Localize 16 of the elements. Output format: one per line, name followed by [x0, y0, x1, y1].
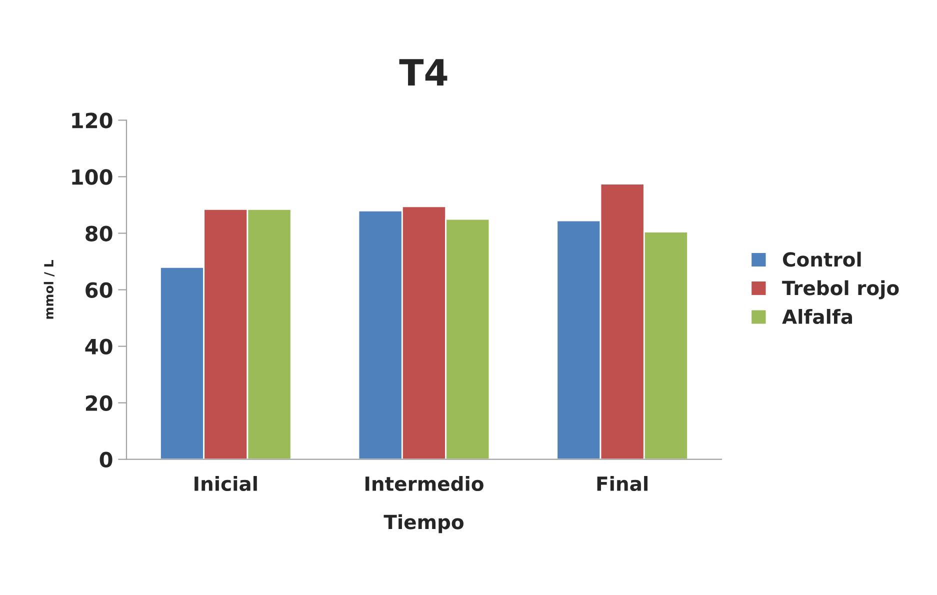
legend-label: Alfalfa: [782, 308, 852, 324]
x-tick-label: Final: [597, 476, 648, 492]
x-tick-label: Inicial: [194, 476, 257, 492]
x-axis-title: Tiempo: [384, 514, 464, 534]
legend-label: Control: [782, 252, 861, 267]
chart-title: T4: [399, 59, 448, 86]
y-tick-label: 100: [72, 169, 112, 185]
x-tick-label: Intermedio: [366, 476, 484, 492]
y-tick-label: 20: [86, 395, 112, 412]
y-tick-label: 80: [86, 226, 112, 242]
y-axis-title: mmol / L: [44, 260, 54, 319]
legend-label: Trebol rojo: [782, 280, 899, 300]
y-tick-label: 0: [100, 452, 112, 468]
y-tick-label: 120: [72, 112, 112, 128]
y-tick-label: 40: [85, 338, 112, 354]
y-tick-label: 60: [86, 282, 112, 298]
